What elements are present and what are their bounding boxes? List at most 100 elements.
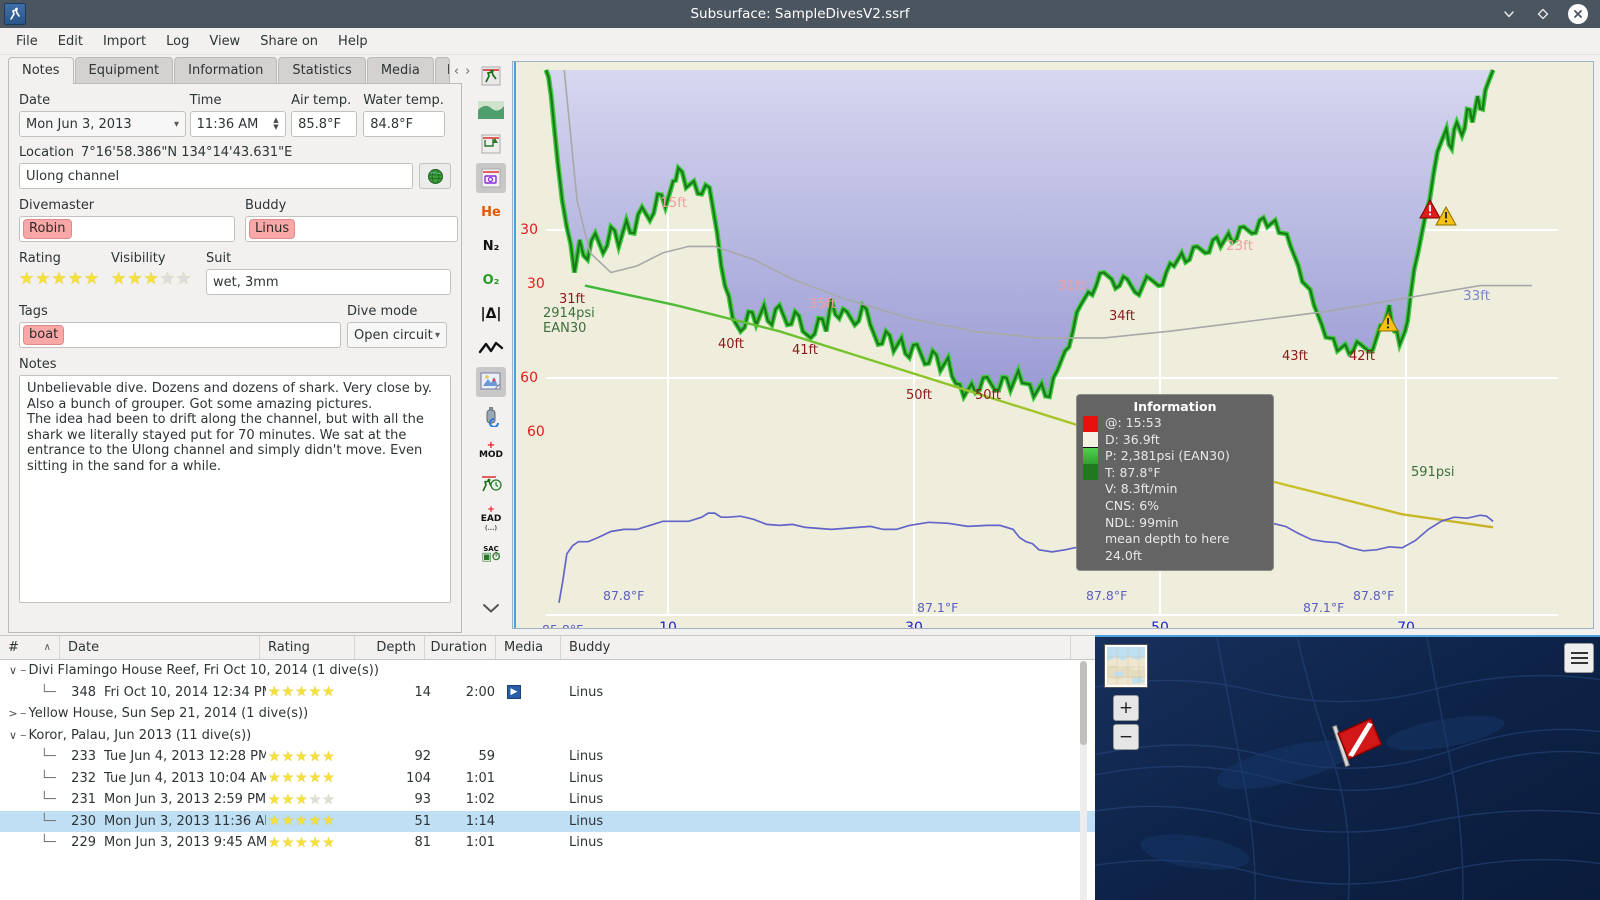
menu-item-help[interactable]: Help [338,33,368,49]
notes-textarea[interactable]: Unbelievable dive. Dozens and dozens of … [19,375,451,603]
map-panel[interactable]: + − [1095,635,1600,900]
tab-media[interactable]: Media [366,57,434,84]
dive-list-row[interactable]: └─ 233 Tue Jun 4, 2013 12:28 PM ★ ★ ★ ★ ★ 92 59 Li… [0,746,1095,768]
date-input[interactable]: Mon Jun 3, 2013 ▾ [19,111,186,137]
tab-information[interactable]: Information [174,57,278,84]
menu-item-import[interactable]: Import [102,33,147,49]
star-1[interactable]: ★ [19,269,35,289]
profile-svg: 30 60 10 30 50 70 [513,62,1569,628]
dive-flag-marker[interactable] [1330,717,1388,775]
divemaster-input[interactable]: Robin [19,216,235,242]
row-number: 231 [71,792,96,808]
rating-stars[interactable]: ★ ★ ★ ★ ★ [19,270,111,288]
star-3[interactable]: ★ [51,269,67,289]
water-temp-input[interactable]: 84.8°F [363,111,446,137]
minimize-icon[interactable] [1500,5,1518,23]
column-header-media[interactable]: Media [496,636,561,659]
tab-statistics[interactable]: Statistics [278,57,366,84]
row-rating: ★ ★ ★ ★ ★ [268,834,335,851]
dive-list-vertical-scrollbar[interactable] [1080,661,1087,900]
map-overview-thumbnail[interactable] [1104,644,1148,688]
more-chevron-icon[interactable] [476,593,506,623]
media-icon[interactable]: ▶ [507,685,521,700]
map-menu-button[interactable] [1564,643,1594,673]
menu-item-file[interactable]: File [16,33,38,49]
row-depth: 93 [414,792,431,808]
menu-item-view[interactable]: View [209,33,241,49]
close-icon[interactable] [1568,4,1588,24]
suit-input[interactable]: wet, 3mm [206,269,451,295]
tissue-saturation-icon[interactable] [476,163,506,193]
dive-profile-icon[interactable] [476,61,506,91]
star-1[interactable]: ★ [111,269,127,289]
dive-list-row[interactable]: └─ 230 Mon Jun 3, 2013 11:36 AM ★ ★ ★ ★ ★ 51 1:14… [0,810,1095,832]
star-3[interactable]: ★ [143,269,159,289]
helium-icon[interactable]: He [481,204,501,220]
suit-label: Suit [206,251,232,266]
map-zoom-in-button[interactable]: + [1113,695,1139,721]
tab-extra-data[interactable]: E [434,57,450,84]
star-4[interactable]: ★ [159,269,176,289]
ceiling-icon[interactable] [476,129,506,159]
dive-time-icon[interactable] [476,469,506,499]
tab-notes[interactable]: Notes [8,57,74,84]
dive-list-row[interactable]: └─ 232 Tue Jun 4, 2013 10:04 AM ★ ★ ★ ★ ★ 104 1:0… [0,768,1095,790]
column-header-rating[interactable]: Rating [260,636,355,659]
dive-profile-chart[interactable]: 30 60 10 30 50 70 30 60 10 30 50 70 31ft… [512,61,1594,629]
column-header-duration[interactable]: Duration [425,636,496,659]
globe-icon[interactable] [419,163,451,189]
ead-icon[interactable]: + EAD (...) [480,504,502,532]
dive-mode-value: Open circuit [354,327,433,343]
heartrate-icon[interactable] [476,333,506,363]
column-header-date[interactable]: Date [60,636,260,659]
star-5[interactable]: ★ [176,269,192,289]
photos-icon[interactable] [476,367,506,397]
menu-item-log[interactable]: Log [166,33,190,49]
star-5[interactable]: ★ [84,269,100,289]
nitrogen-icon[interactable]: N₂ [482,238,500,254]
dive-list-row[interactable]: └─ 231 Mon Jun 3, 2013 2:59 PM ★ ★ ★ ★ ★ 93 1:02 L… [0,789,1095,811]
tooltip-mean-depth: mean depth to here 24.0ft [1105,531,1230,563]
star-2[interactable]: ★ [35,269,51,289]
dive-list-row[interactable]: └─ 348 Fri Oct 10, 2014 12:34 PM ★ ★ ★ ★ ★ 14 2:0… [0,682,1095,704]
row-number: 230 [71,813,96,829]
row-buddy: Linus [569,749,604,765]
map-zoom-out-button[interactable]: − [1113,724,1139,750]
air-temp-input[interactable]: 85.8°F [291,111,358,137]
location-input[interactable]: Ulong channel [19,163,414,189]
tab-next-icon[interactable]: › [465,64,471,79]
sac-icon[interactable]: SAC ▣⏱ [481,544,501,563]
row-rating: ★ ★ ★ ★ ★ [268,813,335,830]
time-input[interactable]: 11:36 AM ▲ ▼ [189,111,286,137]
star-2[interactable]: ★ [127,269,143,289]
oxygen-icon[interactable]: O₂ [482,272,500,288]
notes-line-5: entrance to the Ulong channel and simply… [27,443,423,458]
dive-list-header: # ∧ Date Rating Depth Duration Media Bud… [0,635,1095,660]
column-header-depth[interactable]: Depth [355,636,425,659]
menu-item-edit[interactable]: Edit [57,33,83,49]
dive-mode-select[interactable]: Open circuit ▾ [347,322,447,348]
chevron-right-icon[interactable]: > [8,707,18,721]
visibility-stars[interactable]: ★ ★ ★ ★ ★ [111,270,206,288]
column-header-buddy[interactable]: Buddy [561,636,1071,659]
tags-input[interactable]: boat [19,322,341,348]
tab-prev-icon[interactable]: ‹ [453,64,460,79]
chevron-down-icon[interactable]: ∨ [8,664,18,678]
dive-list-group-row[interactable]: > – Yellow House, Sun Sep 21, 2014 (1 dive… [0,703,1095,725]
tank-icon[interactable] [476,401,506,431]
delta-icon[interactable]: |Δ| [480,306,502,322]
maximize-icon[interactable] [1534,5,1552,23]
dive-list-group-row[interactable]: ∨ – Divi Flamingo House Reef, Fri Oct 10, … [0,660,1095,682]
tab-equipment[interactable]: Equipment [74,57,174,84]
column-header-number[interactable]: # ∧ [0,636,60,659]
buddy-input[interactable]: Linus [245,216,458,242]
mod-icon[interactable]: + MOD [478,440,504,460]
chevron-down-icon[interactable]: ∨ [8,728,18,742]
dive-list-row[interactable]: └─ 229 Mon Jun 3, 2013 9:45 AM ★ ★ ★ ★ ★ 81 1:01 L… [0,832,1095,854]
heatmap-ruler-icon[interactable] [476,95,506,125]
star-4[interactable]: ★ [67,269,83,289]
sort-ascending-icon: ∧ [43,642,51,653]
dive-list-group-row[interactable]: ∨ – Koror, Palau, Jun 2013 (11 dive(s)) [0,725,1095,747]
menu-item-share-on[interactable]: Share on [260,33,319,49]
spinner-icon[interactable]: ▲ ▼ [273,116,279,131]
